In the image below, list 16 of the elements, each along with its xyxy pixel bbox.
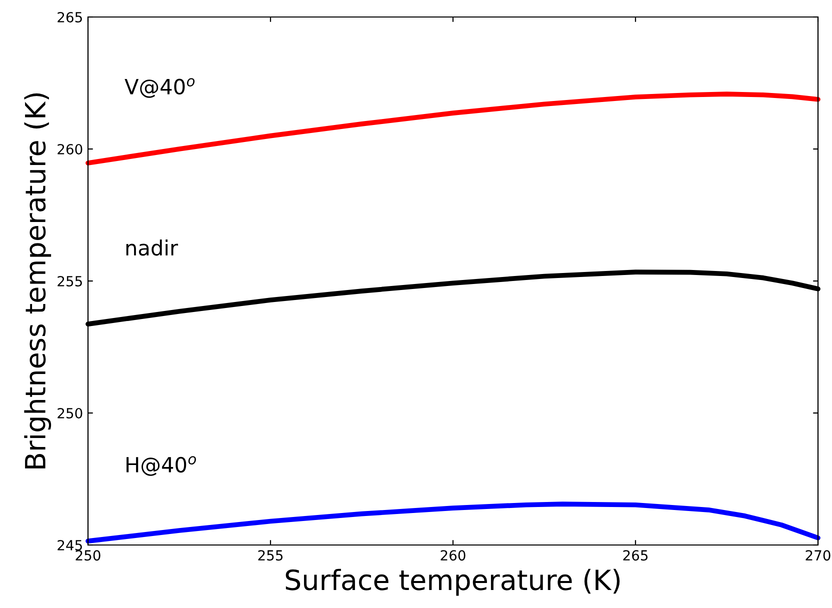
x-tick-label: 265: [623, 550, 648, 561]
x-tick-label: 250: [76, 550, 100, 561]
x-tick-label: 260: [440, 550, 466, 561]
x-tick-label: 255: [258, 550, 283, 561]
y-tick-label: 250: [58, 408, 82, 418]
text: H@40$^{o}$: [126, 456, 196, 476]
y-tick-label: 260: [58, 144, 82, 154]
text: V@40$^{o}$: [124, 78, 195, 98]
y-axis-title: Brightness temperature (K): [24, 93, 52, 468]
line-series: [86, 502, 820, 544]
y-tick-label: 245: [58, 540, 82, 550]
y-tick-label: 265: [58, 12, 82, 22]
text: nadir: [126, 240, 178, 256]
y-tick-label: 255: [58, 276, 82, 286]
x-tick-label: 270: [806, 550, 830, 561]
x-axis-title: Surface temperature (K): [286, 568, 620, 596]
